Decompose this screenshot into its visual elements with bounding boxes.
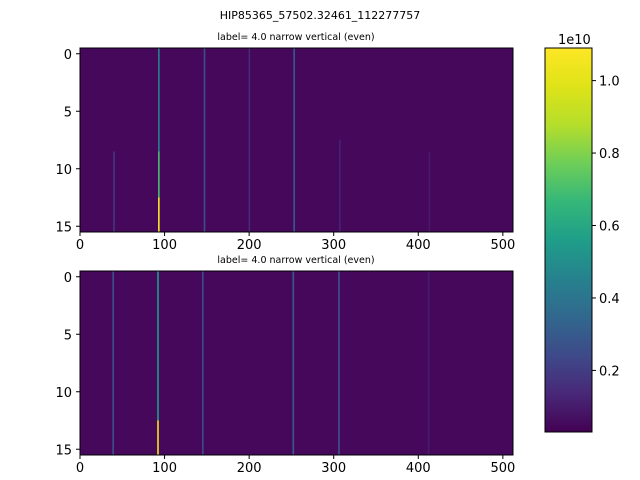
panel-1-plot-area (80, 48, 513, 232)
x-tick-label: 400 (406, 238, 431, 253)
heatmap-signal-line (427, 271, 430, 455)
x-tick-label: 100 (152, 238, 177, 253)
panel-2-title: label= 4.0 narrow vertical (even) (217, 255, 374, 266)
heatmap-signal-line (112, 271, 114, 455)
axes-frame (79, 270, 514, 456)
heatmap-background (80, 271, 513, 455)
colorbar-tick-label: 1.0 (599, 75, 620, 90)
y-tick-label: 0 (64, 48, 72, 63)
panel-1-axes: 0 100 200 300 400 500 0 5 10 15 (55, 47, 515, 253)
heatmap-signal-line (338, 271, 340, 455)
heatmap-signal-line (158, 197, 160, 232)
y-tick-label: 10 (55, 163, 72, 178)
heatmap-signal-line (428, 151, 431, 232)
colorbar-tick-label: 0.6 (599, 220, 620, 235)
x-tick-label: 500 (490, 461, 515, 476)
heatmap-signal-line (158, 48, 160, 152)
heatmap-background (80, 48, 513, 232)
y-tick-label: 0 (64, 271, 72, 286)
heatmap-signal-line (292, 271, 295, 455)
y-tick-label: 5 (64, 328, 72, 343)
x-tick-label: 100 (152, 461, 177, 476)
panel-2-axes: 0 100 200 300 400 500 0 5 10 15 (55, 270, 515, 476)
x-tick-label: 0 (76, 238, 84, 253)
heatmap-signal-line (157, 420, 159, 455)
heatmap-signal-line (293, 48, 295, 232)
y-tick-label: 5 (64, 105, 72, 120)
colorbar-tick-label: 0.4 (599, 292, 620, 307)
heatmap-signal-line (339, 140, 341, 232)
heatmap-signal-line (202, 271, 204, 455)
x-tick-label: 0 (76, 461, 84, 476)
axes-frame (79, 47, 514, 233)
colorbar-gradient (544, 47, 593, 433)
y-tick-label: 10 (55, 386, 72, 401)
x-tick-label: 200 (237, 238, 262, 253)
heatmap-panel-1: label= 4.0 narrow vertical (even) 0 100 20… (55, 32, 515, 253)
colorbar-tick-label: 0.2 (599, 364, 620, 379)
x-tick-label: 300 (321, 461, 346, 476)
panel-2-plot-area (80, 271, 513, 455)
figure-suptitle: HIP85365_57502.32461_112277757 (220, 9, 421, 22)
heatmap-panel-2: label= 4.0 narrow vertical (even) 0 100 20… (55, 255, 515, 476)
heatmap-signal-line (248, 48, 251, 232)
x-tick-label: 400 (406, 461, 431, 476)
panel-1-title: label= 4.0 narrow vertical (even) (217, 32, 374, 43)
x-tick-label: 500 (490, 238, 515, 253)
heatmap-signal-line (203, 48, 206, 232)
colorbar-multiplier: 1e10 (558, 33, 591, 48)
x-tick-label: 200 (237, 461, 262, 476)
colorbar-ticks: 0.2 0.4 0.6 0.8 1.0 (592, 75, 620, 379)
heatmap-signal-line (113, 151, 115, 232)
colorbar-tick-label: 0.8 (599, 147, 620, 162)
colorbar: 1e10 0.2 0.4 0.6 0.8 1.0 (544, 33, 620, 433)
y-tick-label: 15 (55, 220, 72, 235)
y-tick-label: 15 (55, 443, 72, 458)
heatmap-signal-line (157, 271, 159, 421)
x-tick-label: 300 (321, 238, 346, 253)
heatmap-signal-line (158, 151, 160, 198)
